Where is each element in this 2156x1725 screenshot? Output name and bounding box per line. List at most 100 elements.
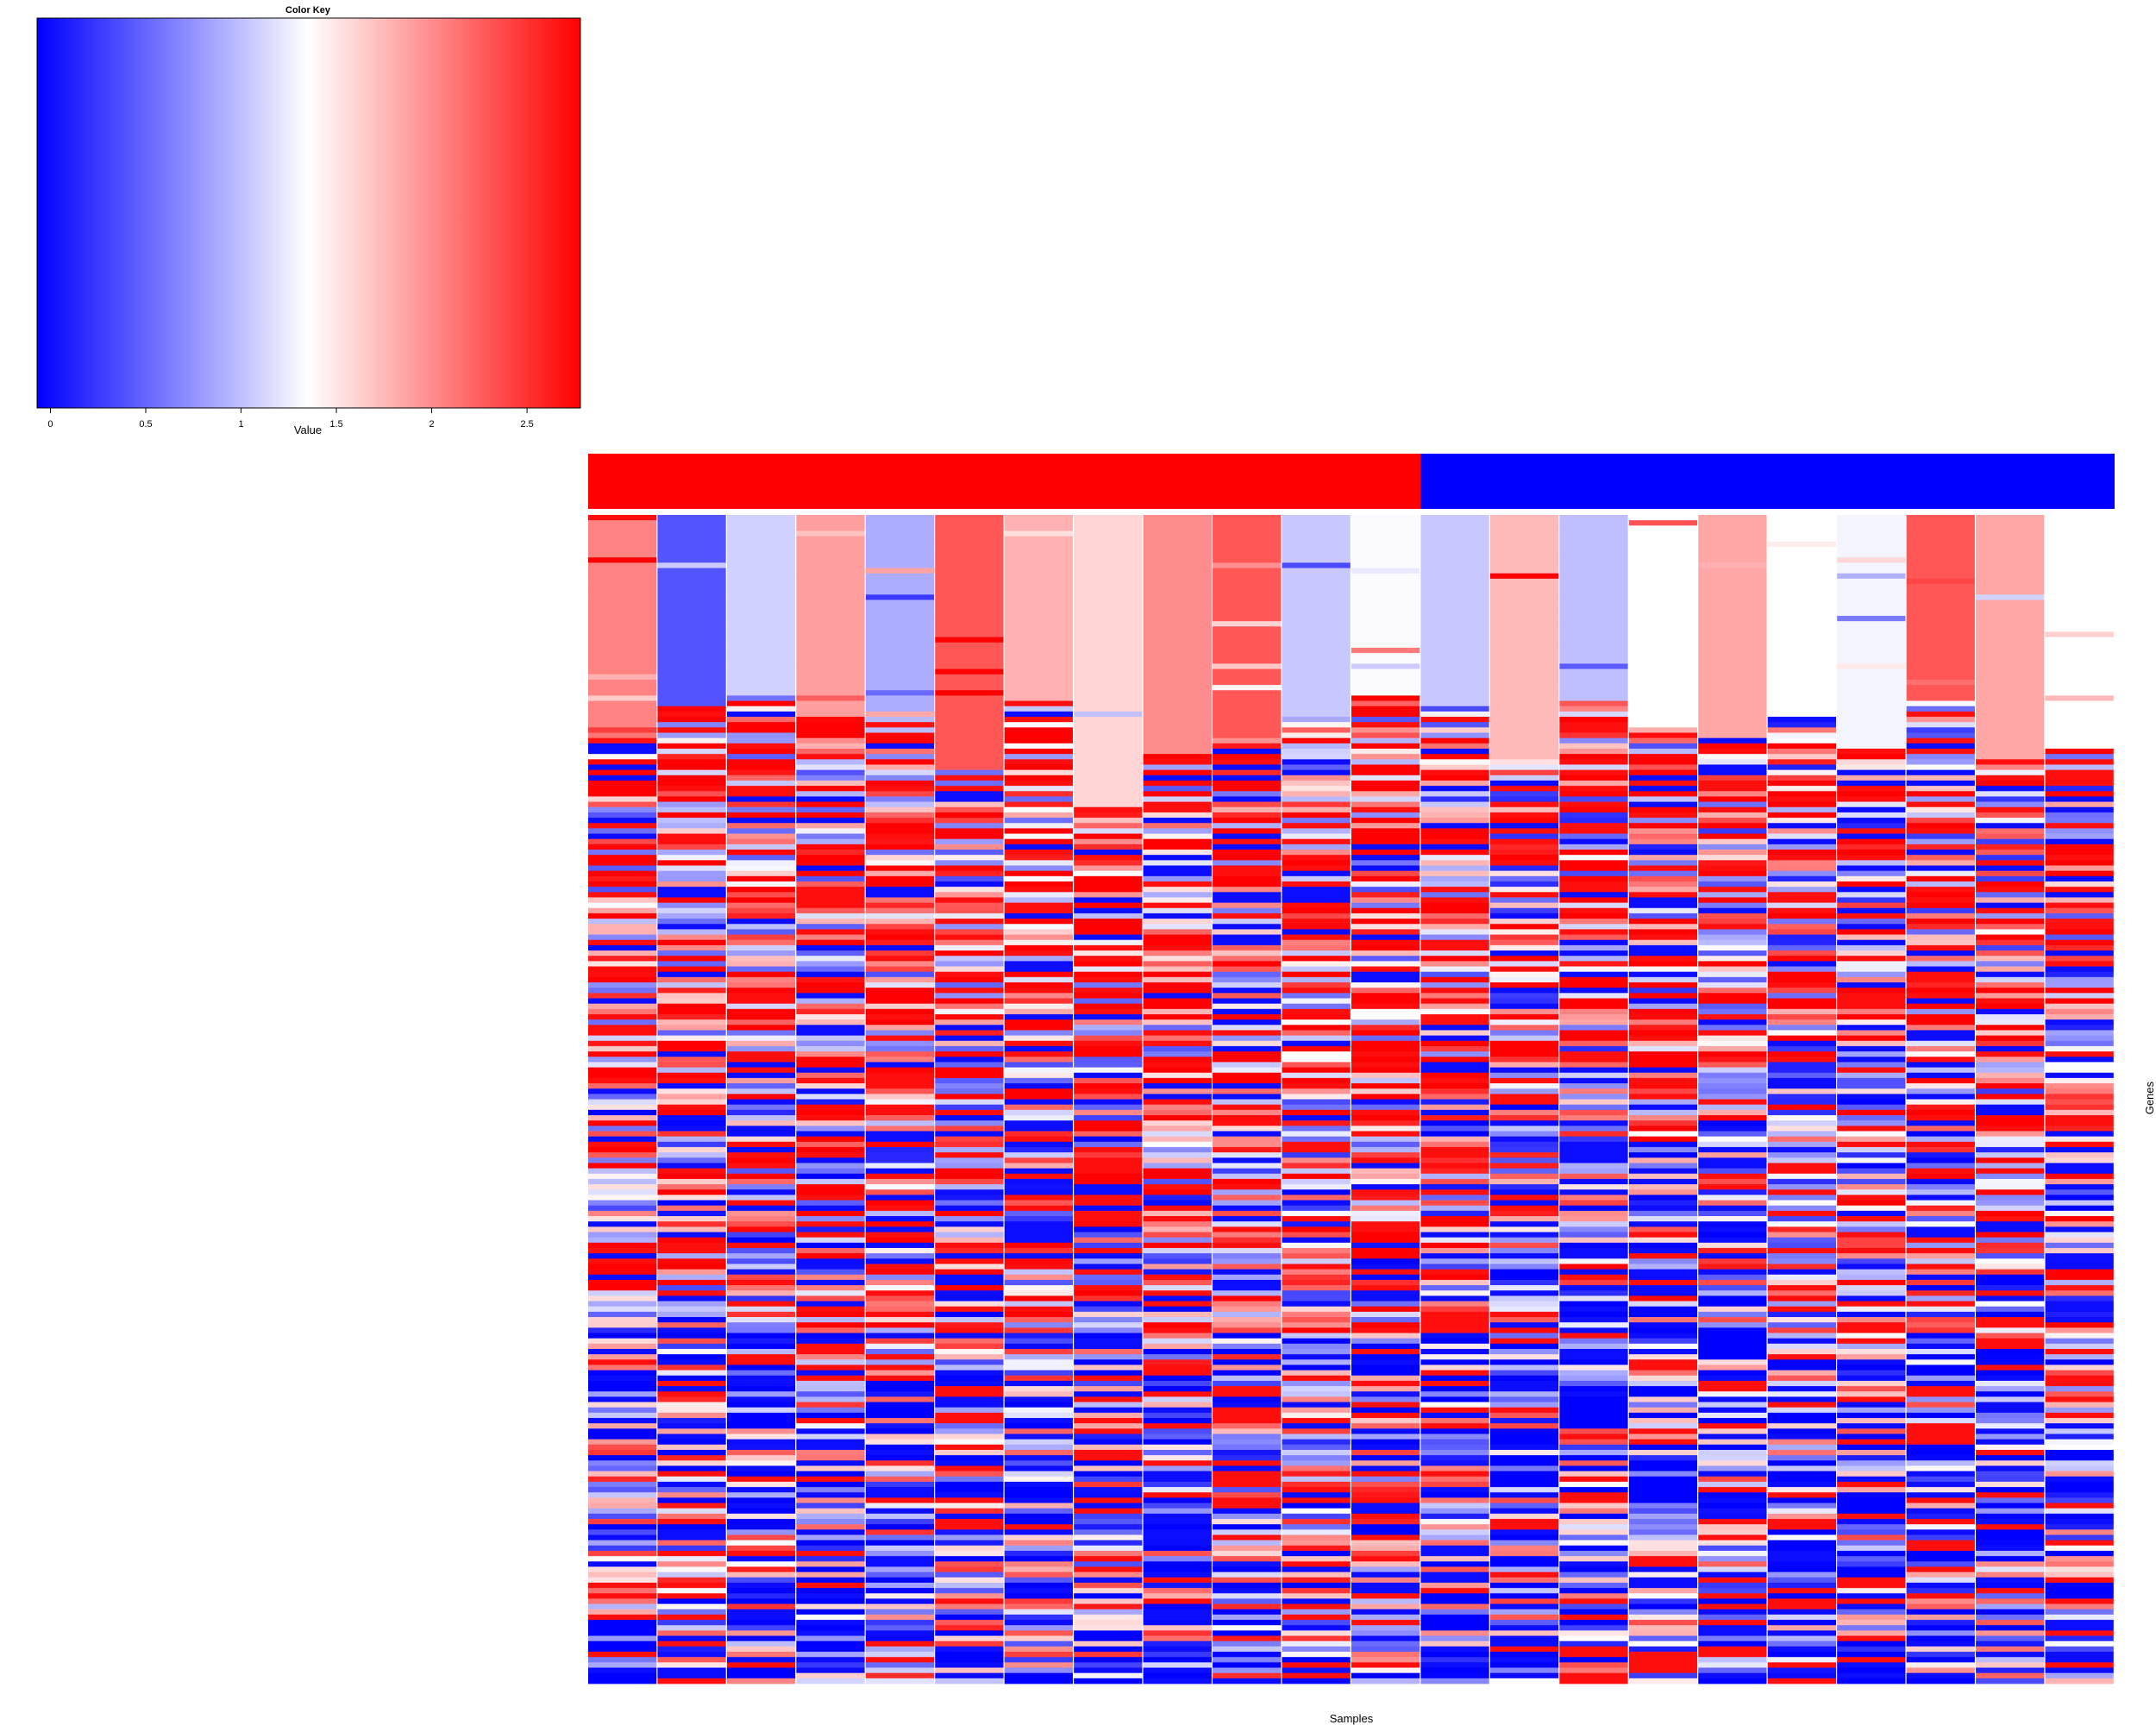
heatmap-cell [1004, 801, 1073, 808]
heatmap-cell [1074, 1025, 1143, 1031]
heatmap-cell [2045, 1317, 2114, 1323]
heatmap-cell [796, 1131, 865, 1138]
heatmap-cell [1489, 562, 1559, 568]
heatmap-cell [657, 1189, 726, 1195]
heatmap-cell [865, 823, 935, 829]
heatmap-cell [2045, 1513, 2114, 1520]
heatmap-cell [2045, 727, 2114, 733]
heatmap-cell [1628, 546, 1698, 553]
heatmap-cell [2045, 1067, 2114, 1074]
heatmap-cell [1213, 1062, 1282, 1068]
heatmap-cell [1698, 1216, 1767, 1222]
heatmap-cell [1213, 695, 1282, 701]
heatmap-cell [1074, 818, 1143, 824]
heatmap-cell [1282, 568, 1351, 574]
heatmap-cell [1282, 929, 1351, 935]
heatmap-cell [1213, 647, 1282, 654]
heatmap-cell [1074, 1274, 1143, 1281]
heatmap-cell [1628, 605, 1698, 612]
heatmap-cell [1282, 1640, 1351, 1647]
heatmap-cell [657, 1109, 726, 1116]
heatmap-cell [1213, 833, 1282, 840]
heatmap-cell [1074, 626, 1143, 632]
heatmap-cell [1420, 589, 1489, 595]
heatmap-cell [1837, 525, 1906, 531]
heatmap-cell [726, 1163, 796, 1169]
heatmap-cell [1420, 732, 1489, 739]
heatmap-cell [1559, 685, 1628, 691]
heatmap-cell [657, 1019, 726, 1026]
heatmap-cell [1906, 1126, 1975, 1132]
heatmap-cell [1074, 998, 1143, 1005]
heatmap-cell [1351, 860, 1420, 866]
heatmap-cell [726, 642, 796, 649]
heatmap-cell [1837, 860, 1906, 866]
heatmap-cell [935, 557, 1004, 563]
heatmap-cell [865, 1524, 935, 1530]
heatmap-cell [657, 1433, 726, 1440]
heatmap-cell [1282, 589, 1351, 595]
heatmap-cell [1282, 1370, 1351, 1377]
heatmap-cell [1837, 1423, 1906, 1429]
heatmap-cell [1004, 1593, 1073, 1599]
heatmap-cell [1213, 1635, 1282, 1642]
heatmap-cell [1559, 1678, 1628, 1684]
heatmap-cell [1143, 1062, 1212, 1068]
heatmap-cell [1698, 860, 1767, 866]
heatmap-cell [1906, 1195, 1975, 1201]
heatmap-cell [1837, 1232, 1906, 1239]
heatmap-cell [1489, 1359, 1559, 1365]
heatmap-cell [1767, 924, 1836, 930]
heatmap-cell [1282, 1035, 1351, 1042]
heatmap-cell [1074, 934, 1143, 941]
heatmap-cell [2045, 769, 2114, 776]
heatmap-cell [1628, 1237, 1698, 1244]
heatmap-cell [865, 732, 935, 739]
heatmap-cell [865, 626, 935, 632]
heatmap-cell [1698, 1492, 1767, 1498]
heatmap-cell [1976, 1035, 2045, 1042]
heatmap-cell [1976, 897, 2045, 904]
heatmap-cell [1074, 875, 1143, 882]
heatmap-cell [935, 1232, 1004, 1239]
heatmap-cell [2045, 1418, 2114, 1424]
heatmap-cell [1143, 1667, 1212, 1674]
heatmap-cell [1213, 1221, 1282, 1227]
heatmap-cell [2045, 1126, 2114, 1132]
heatmap-cell [1004, 1040, 1073, 1047]
heatmap-cell [1351, 722, 1420, 728]
heatmap-cell [1976, 1662, 2045, 1668]
heatmap-cell [1351, 658, 1420, 664]
heatmap-cell [1004, 1391, 1073, 1397]
heatmap-cell [796, 1184, 865, 1190]
heatmap-cell [1143, 1614, 1212, 1621]
heatmap-cell [2045, 1258, 2114, 1264]
heatmap-cell [1698, 1306, 1767, 1313]
heatmap-cell [1420, 1646, 1489, 1653]
heatmap-cell [1074, 1359, 1143, 1365]
heatmap-cell [1489, 1609, 1559, 1615]
heatmap-cell [1420, 1625, 1489, 1631]
heatmap-cell [1420, 982, 1489, 988]
heatmap-cell [1213, 525, 1282, 531]
heatmap-cell [935, 658, 1004, 664]
heatmap-cell [1837, 796, 1906, 802]
heatmap-cell [1559, 1508, 1628, 1515]
heatmap-cell [1976, 1444, 2045, 1451]
heatmap-cell [865, 685, 935, 691]
color-key-tick-label: 0 [47, 419, 53, 430]
heatmap-cell [1004, 1290, 1073, 1296]
heatmap-cell [1698, 823, 1767, 829]
heatmap-cell [1698, 1311, 1767, 1318]
heatmap-cell [1282, 1423, 1351, 1429]
heatmap-cell [1282, 578, 1351, 585]
heatmap-cell [1628, 865, 1698, 872]
heatmap-cell [1489, 706, 1559, 712]
heatmap-cell [1143, 1534, 1212, 1541]
heatmap-cell [1143, 1620, 1212, 1626]
heatmap-cell [1213, 663, 1282, 670]
heatmap-cell [2045, 552, 2114, 558]
heatmap-cell [1004, 1083, 1073, 1089]
heatmap-cell [935, 818, 1004, 824]
heatmap-cell [1698, 1146, 1767, 1153]
